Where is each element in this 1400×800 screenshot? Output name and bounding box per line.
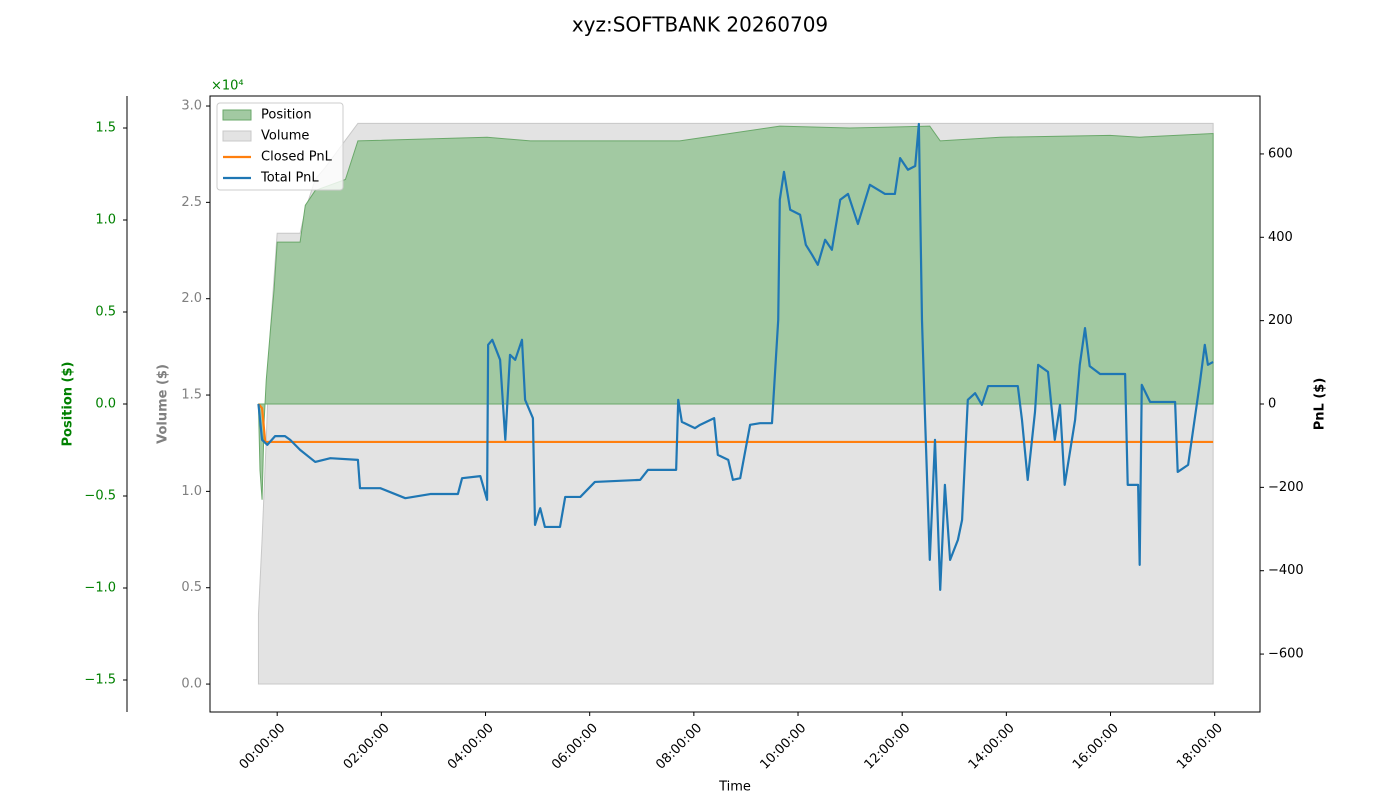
y3-tick-label: 1.5	[95, 121, 116, 136]
y2-tick-label: −600	[1268, 647, 1304, 662]
x-tick-label: 08:00:00	[653, 721, 705, 773]
y3-tick-label: −0.5	[84, 488, 116, 503]
y3-axis-title: Position ($)	[61, 362, 76, 447]
y3-tick-label: −1.0	[84, 580, 116, 595]
y2-tick-label: 200	[1268, 313, 1293, 328]
y3-tick-label: 0.5	[95, 305, 116, 320]
x-tick-label: 18:00:00	[1174, 721, 1226, 773]
offset-label: ×10⁴	[211, 79, 244, 94]
x-axis-title: Time	[718, 780, 751, 795]
x-tick-label: 02:00:00	[341, 721, 393, 773]
y-tick-label: 2.5	[181, 195, 202, 210]
x-tick-label: 16:00:00	[1070, 721, 1122, 773]
y-tick-label: 3.0	[181, 99, 202, 114]
y-tick-label: 1.5	[181, 388, 202, 403]
legend-label: Total PnL	[260, 171, 319, 186]
legend-swatch	[222, 130, 252, 142]
y3-tick-label: 1.0	[95, 213, 116, 228]
y-tick-label: 2.0	[181, 291, 202, 306]
x-tick-label: 12:00:00	[862, 721, 914, 773]
y3-tick-label: 0.0	[95, 397, 116, 412]
y-tick-label: 0.5	[181, 580, 202, 595]
legend-label: Closed PnL	[261, 150, 333, 165]
legend-box	[216, 102, 344, 191]
x-tick-label: 14:00:00	[966, 721, 1018, 773]
y-axis-title: Volume ($)	[156, 364, 171, 444]
y-tick-label: 0.0	[181, 677, 202, 692]
legend-label: Volume	[261, 129, 309, 144]
y2-tick-label: −200	[1268, 480, 1304, 495]
x-tick-label: 06:00:00	[549, 721, 601, 773]
y2-axis-title: PnL ($)	[1313, 378, 1328, 431]
y2-tick-label: −400	[1268, 563, 1304, 578]
y2-tick-label: 600	[1268, 146, 1293, 161]
y2-tick-label: 400	[1268, 230, 1293, 245]
y-tick-label: 1.0	[181, 484, 202, 499]
line	[257, 122, 1214, 591]
x-tick-label: 04:00:00	[445, 721, 497, 773]
y3-tick-label: −1.5	[84, 672, 116, 687]
chart-title: xyz:SOFTBANK 20260709	[572, 13, 828, 37]
legend-label: Position	[261, 108, 312, 123]
x-tick-label: 10:00:00	[757, 721, 809, 773]
line	[257, 403, 1214, 444]
legend-swatch	[222, 109, 252, 121]
area	[257, 125, 1214, 500]
x-tick-label: 00:00:00	[237, 721, 289, 773]
y2-tick-label: 0	[1268, 397, 1276, 412]
plot-area	[257, 122, 1214, 685]
